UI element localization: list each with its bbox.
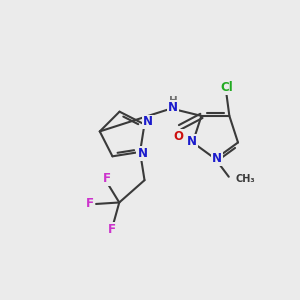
Text: F: F xyxy=(108,223,116,236)
Text: N: N xyxy=(143,116,153,128)
Text: N: N xyxy=(187,134,197,148)
Text: F: F xyxy=(103,172,110,184)
Text: N: N xyxy=(168,101,178,114)
Text: H: H xyxy=(169,96,178,106)
Text: Cl: Cl xyxy=(220,81,233,94)
Text: O: O xyxy=(173,130,184,143)
Text: N: N xyxy=(137,147,147,160)
Text: F: F xyxy=(86,197,94,211)
Text: CH₃: CH₃ xyxy=(235,174,255,184)
Text: N: N xyxy=(212,152,222,165)
